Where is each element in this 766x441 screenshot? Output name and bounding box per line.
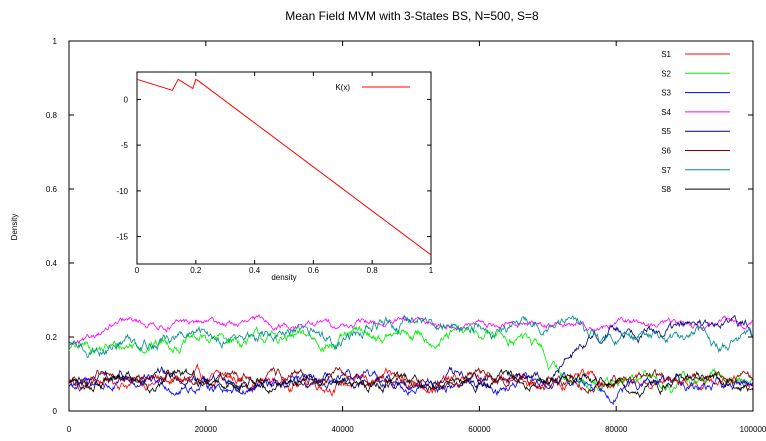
inset-x-tick-label: 0 [135, 266, 140, 275]
main-y-tick-label: 0.6 [46, 185, 58, 194]
inset-axis-ticks: 0 0.2 0.4 0.6 0.8 1 0 -5 -10 -15 [116, 72, 434, 275]
legend-label-s7: S7 [661, 166, 671, 175]
series-line-s1 [68, 363, 754, 397]
inset-y-tick-label: 0 [124, 95, 129, 104]
inset-y-tick-label: -15 [116, 233, 128, 242]
main-x-tick-label: 100000 [740, 425, 766, 434]
inset-legend-label: K(x) [335, 83, 350, 92]
main-x-tick-label: 20000 [195, 425, 218, 434]
series-line-s6 [68, 366, 754, 395]
series-line-s5 [68, 314, 754, 393]
main-y-tick-label: 0 [53, 407, 58, 416]
legend-label-s4: S4 [661, 108, 671, 117]
inset-x-tick-label: 0.2 [190, 266, 202, 275]
legend-label-s1: S1 [661, 50, 671, 59]
main-x-tick-label: 80000 [605, 425, 628, 434]
inset-x-tick-label: 0.4 [249, 266, 261, 275]
main-series-group [68, 313, 754, 406]
inset-background [136, 71, 432, 265]
main-x-tick-label: 40000 [331, 425, 354, 434]
main-y-tick-label: 0.4 [46, 259, 58, 268]
legend-label-s2: S2 [661, 69, 671, 78]
legend-label-s8: S8 [661, 185, 671, 194]
chart-title: Mean Field MVM with 3-States BS, N=500, … [285, 9, 539, 23]
main-y-tick-label: 0.2 [46, 333, 58, 342]
series-line-s2 [68, 324, 754, 394]
series-line-s8 [68, 367, 754, 399]
main-y-tick-label: 1 [53, 37, 58, 46]
inset-series-line-kx [136, 78, 432, 256]
inset-series-group [136, 78, 432, 256]
main-x-tick-label: 60000 [468, 425, 491, 434]
legend-label-s3: S3 [661, 89, 671, 98]
legend-label-s6: S6 [661, 147, 671, 156]
inset-x-tick-label: 0.6 [308, 266, 320, 275]
inset-legend: K(x) [335, 83, 410, 92]
legend-label-s5: S5 [661, 127, 671, 136]
main-x-tick-label: 0 [67, 425, 72, 434]
main-y-tick-label: 0.8 [46, 111, 58, 120]
inset-y-tick-label: -10 [116, 187, 128, 196]
series-line-s3 [68, 369, 754, 406]
inset-x-axis-label: density [271, 273, 296, 282]
series-line-s4 [68, 313, 754, 346]
inset-chart: 0 0.2 0.4 0.6 0.8 1 0 -5 -10 -15 K(x) density [116, 71, 434, 282]
y-axis-label: Density [10, 214, 19, 241]
main-axis-ticks: 0 20000 40000 60000 80000 100000 0 0.2 0.4 0.6 0.8… [46, 37, 766, 434]
inset-x-tick-label: 0.8 [367, 266, 379, 275]
series-line-s7 [68, 314, 754, 359]
inset-x-tick-label: 1 [429, 266, 434, 275]
main-legend: S1 S2 S3 S4 S5 S6 S7 S8 [661, 50, 730, 194]
inset-y-tick-label: -5 [121, 141, 129, 150]
main-plot-frame [68, 40, 754, 412]
